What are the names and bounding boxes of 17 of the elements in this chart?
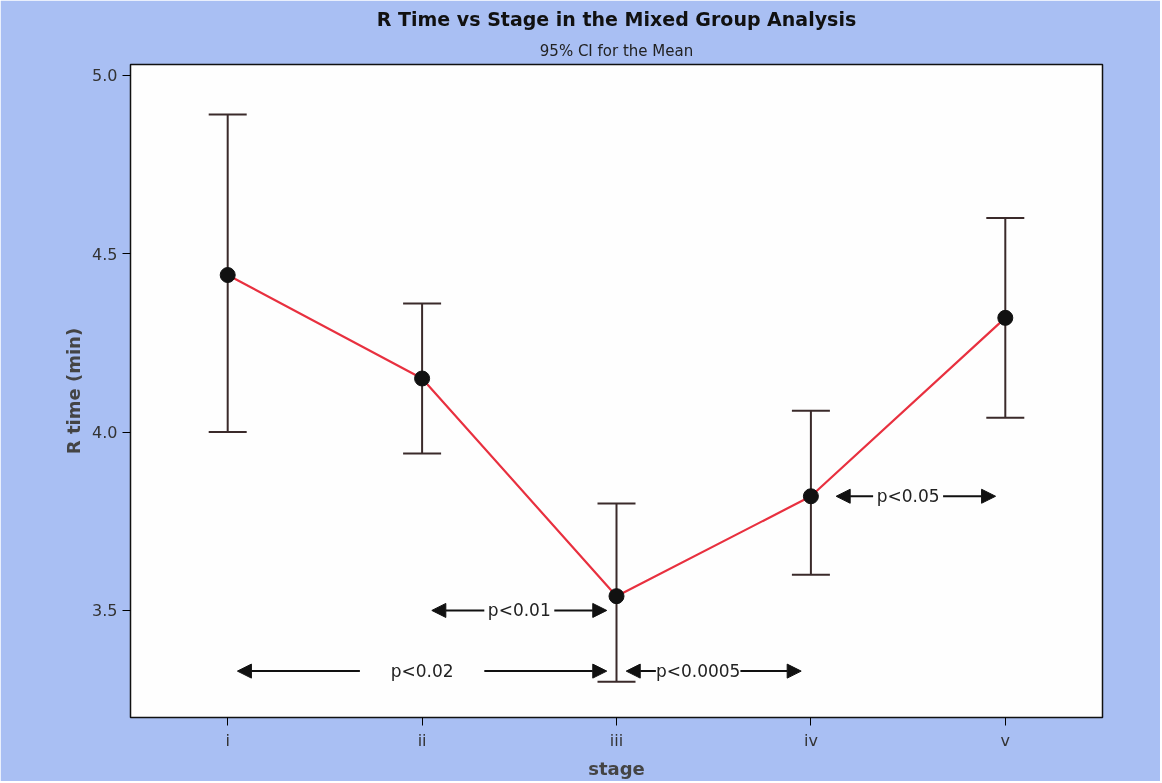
- chart-title: R Time vs Stage in the Mixed Group Analysis: [376, 7, 857, 30]
- y-tick-label: 5.0: [92, 66, 118, 86]
- x-tick-label: iii: [609, 730, 624, 750]
- y-tick-label: 4.5: [92, 244, 118, 264]
- y-axis-title: R time (min): [63, 327, 85, 455]
- x-tick-label: v: [1000, 730, 1011, 750]
- annotation: p<0.01: [487, 600, 551, 621]
- annotation: p<0.05: [876, 486, 940, 507]
- chart-subtitle: 95% CI for the Mean: [539, 41, 694, 60]
- y-tick-label: 3.5: [92, 601, 118, 621]
- x-tick-label: ii: [417, 730, 427, 750]
- x-tick-label: iv: [803, 730, 818, 750]
- annotation: p<0.02: [390, 661, 454, 682]
- x-axis-title: stage: [588, 757, 645, 779]
- y-tick-label: 4.0: [92, 423, 118, 443]
- annotation: p<0.0005: [655, 661, 741, 682]
- x-tick-label: i: [225, 730, 230, 750]
